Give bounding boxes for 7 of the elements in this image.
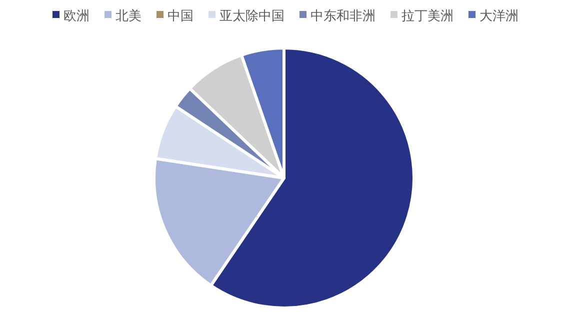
legend-label: 拉丁美洲 [402, 8, 454, 24]
legend-label: 亚太除中国 [220, 9, 284, 24]
legend-label: 北美 [116, 8, 142, 24]
legend-label: 中国 [168, 9, 194, 24]
legend-label: 大洋洲 [480, 9, 518, 24]
legend-label: 中东和非洲 [310, 9, 376, 24]
legend-label: 欧洲 [64, 9, 90, 24]
